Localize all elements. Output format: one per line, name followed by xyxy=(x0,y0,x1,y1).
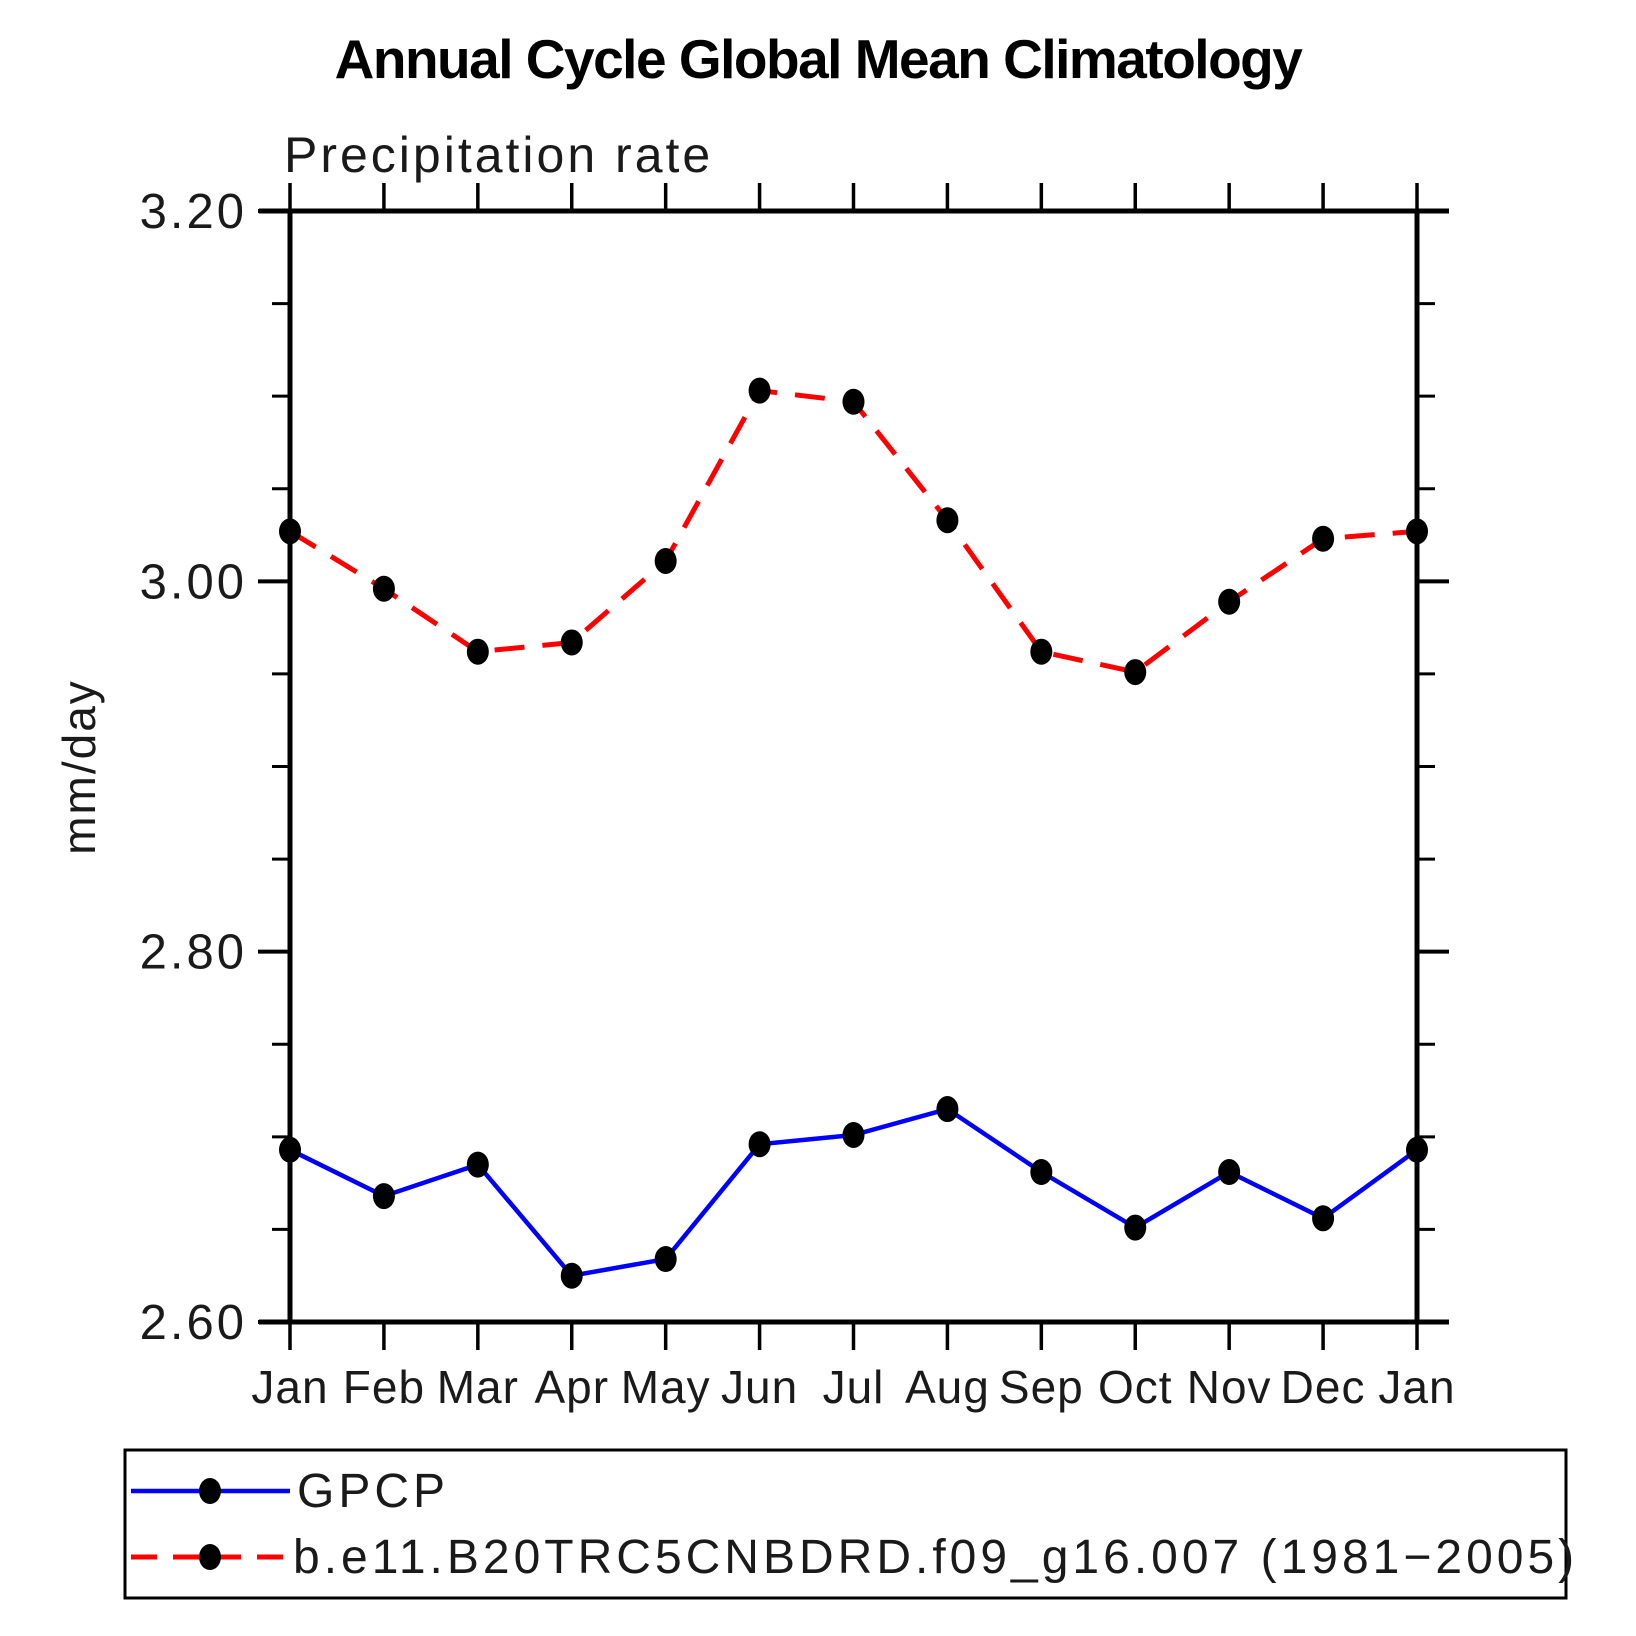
legend-marker-circle-icon xyxy=(199,1478,221,1504)
data-point-marker-model xyxy=(1124,659,1147,686)
data-point-marker-gpcp xyxy=(654,1246,677,1273)
ticks-layer xyxy=(258,183,1449,1350)
y-axis-title: mm/day xyxy=(53,679,105,855)
data-point-marker-gpcp xyxy=(372,1183,395,1210)
x-tick-label: Dec xyxy=(1281,1361,1366,1413)
data-point-marker-model xyxy=(466,638,489,665)
data-point-marker-model xyxy=(372,575,395,602)
x-tick-label: Feb xyxy=(343,1361,425,1413)
legend-item-model: b.e11.B20TRC5CNBDRD.f09_g16.007 (1981−20… xyxy=(131,1531,1578,1584)
data-point-marker-gpcp xyxy=(466,1151,489,1178)
x-tick-label: Aug xyxy=(905,1361,990,1413)
data-point-marker-gpcp xyxy=(1124,1214,1147,1241)
legend-box xyxy=(123,1448,1568,1600)
legend-item-gpcp: GPCP xyxy=(131,1465,449,1518)
data-point-marker-model xyxy=(1218,588,1241,615)
data-point-marker-model xyxy=(936,507,959,534)
x-tick-label: Nov xyxy=(1187,1361,1272,1413)
legend-label-model: b.e11.B20TRC5CNBDRD.f09_g16.007 (1981−20… xyxy=(293,1531,1578,1584)
legend-label-gpcp: GPCP xyxy=(297,1465,449,1518)
data-point-marker-gpcp xyxy=(1218,1159,1241,1186)
y-tick-label: 3.00 xyxy=(140,555,247,609)
x-tick-label: Sep xyxy=(999,1361,1084,1413)
chart-title: Annual Cycle Global Mean Climatology xyxy=(335,28,1304,90)
legend-marker-circle-icon xyxy=(199,1544,221,1570)
data-point-marker-model xyxy=(560,629,583,656)
x-tick-label: May xyxy=(621,1361,711,1413)
data-point-marker-model xyxy=(1312,525,1335,552)
x-tick-label: Jan xyxy=(251,1361,328,1413)
y-tick-label: 2.80 xyxy=(140,926,247,980)
data-point-marker-model xyxy=(748,377,771,404)
data-point-marker-gpcp xyxy=(560,1262,583,1289)
x-tick-label: Oct xyxy=(1098,1361,1173,1413)
x-tick-label: Apr xyxy=(534,1361,609,1413)
x-tick-label: Jul xyxy=(823,1361,885,1413)
data-point-marker-gpcp xyxy=(1406,1136,1428,1163)
series-layer xyxy=(279,377,1428,1289)
data-point-marker-model xyxy=(1030,638,1053,665)
data-point-marker-gpcp xyxy=(279,1136,301,1163)
data-point-marker-gpcp xyxy=(842,1121,865,1148)
y-tick-label: 2.60 xyxy=(140,1296,247,1350)
labels-layer: Jan Feb Mar Apr May Jun Jul Aug Sep Oct Nov Dec Jan3… xyxy=(140,185,1455,1413)
data-point-marker-gpcp xyxy=(1312,1205,1335,1232)
data-point-marker-gpcp xyxy=(748,1131,771,1158)
data-point-marker-model xyxy=(279,518,301,545)
data-point-marker-model xyxy=(842,388,865,415)
data-point-marker-gpcp xyxy=(1030,1159,1053,1186)
chart-subtitle: Precipitation rate xyxy=(284,127,713,183)
x-tick-label: Jun xyxy=(721,1361,798,1413)
data-point-marker-model xyxy=(1406,518,1428,545)
y-tick-label: 3.20 xyxy=(140,185,247,239)
data-point-marker-model xyxy=(654,547,677,574)
data-point-marker-gpcp xyxy=(936,1096,959,1123)
series-line-model xyxy=(288,387,1418,675)
legend: GPCP b.e11.B20TRC5CNBDRD.f09_g16.007 (19… xyxy=(123,1448,1578,1600)
x-tick-label: Jan xyxy=(1378,1361,1455,1413)
plot-frame xyxy=(259,208,1449,1325)
x-tick-label: Mar xyxy=(437,1361,519,1413)
